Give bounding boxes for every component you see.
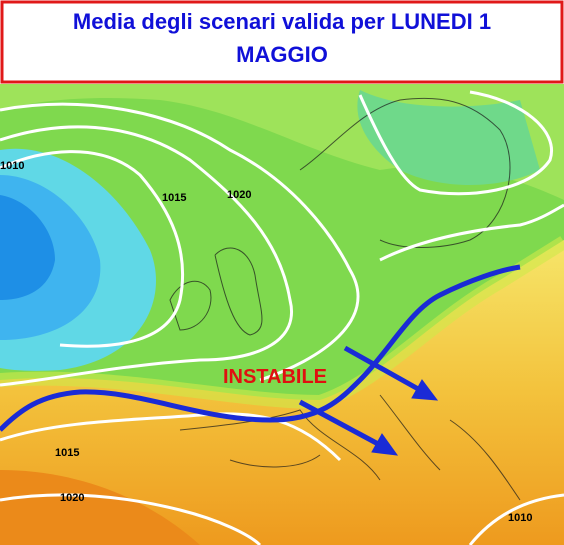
coastline bbox=[214, 247, 263, 336]
coastline bbox=[299, 97, 511, 248]
arrows bbox=[298, 345, 439, 456]
annotation: INSTABILE bbox=[223, 366, 327, 388]
isobar-label: 1020 bbox=[227, 189, 251, 201]
isobar bbox=[0, 150, 185, 348]
coastline bbox=[379, 394, 521, 501]
isobar bbox=[468, 493, 564, 545]
isobar bbox=[0, 102, 360, 382]
scandinavia-field bbox=[357, 90, 540, 185]
coastline bbox=[179, 409, 381, 481]
isobar-label: 1010 bbox=[0, 160, 24, 172]
transition-band bbox=[0, 236, 564, 410]
isobar bbox=[379, 203, 564, 262]
isobar bbox=[358, 90, 553, 196]
south-high bbox=[0, 240, 564, 545]
isobar-label: 1015 bbox=[55, 447, 79, 459]
title: MAGGIO bbox=[236, 42, 328, 67]
isobar bbox=[0, 125, 293, 387]
isobar-label: 1015 bbox=[162, 192, 186, 204]
low-core bbox=[0, 195, 55, 300]
isobar bbox=[0, 412, 342, 462]
deep-high bbox=[0, 470, 200, 545]
title: Media degli scenari valida per LUNEDI 1 bbox=[73, 9, 491, 34]
isobar-label: 1010 bbox=[508, 512, 532, 524]
title-box bbox=[0, 0, 564, 84]
isobar bbox=[0, 493, 262, 545]
isobar-label: 1020 bbox=[60, 492, 84, 504]
trough-axis bbox=[0, 264, 521, 432]
